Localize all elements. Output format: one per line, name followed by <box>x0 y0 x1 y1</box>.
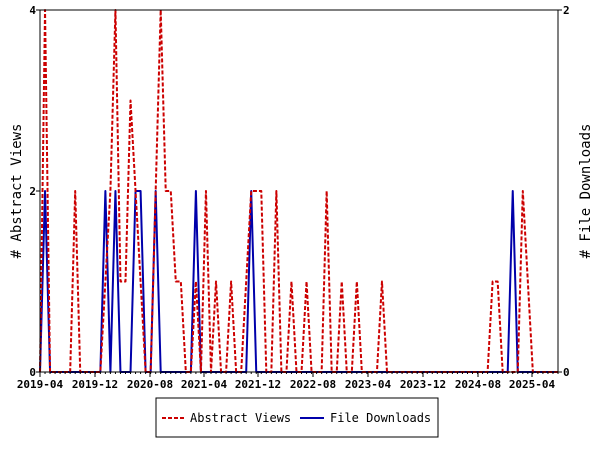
x-tick-label: 2019-04 <box>17 378 64 391</box>
x-tick-label: 2024-08 <box>455 378 501 391</box>
x-tick-label: 2022-08 <box>290 378 336 391</box>
legend-box <box>155 397 439 438</box>
series-layer <box>39 9 558 373</box>
series-abstract-views-line <box>39 9 558 373</box>
x-tick-label: 2019-12 <box>72 378 118 391</box>
y-right-tick-label: 2 <box>563 4 570 17</box>
legend-file-downloads-label: File Downloads <box>330 411 431 425</box>
x-tick-label: 2020-08 <box>127 378 173 391</box>
axes-layer: 2019-04 2019-12 2020-08 2021-04 2021-12 2022-… <box>17 4 570 391</box>
x-tick-label: 2025-04 <box>509 378 556 391</box>
y-left-tick-label: 4 <box>29 4 36 17</box>
y-left-tick-label: 2 <box>29 185 36 198</box>
x-tick-label: 2023-12 <box>400 378 446 391</box>
y-left-axis-label: # Abstract Views <box>9 124 25 259</box>
x-tick-label: 2023-04 <box>345 378 392 391</box>
x-tick-label: 2021-12 <box>235 378 281 391</box>
legend-abstract-views-label: Abstract Views <box>190 411 291 425</box>
y-right-tick-label: 0 <box>563 366 570 379</box>
legend: Abstract Views File Downloads <box>155 397 439 438</box>
plot-frame <box>39 9 559 373</box>
series-file-downloads-line <box>39 190 558 373</box>
y-left-tick-label: 0 <box>29 366 36 379</box>
y-right-axis-label: # File Downloads <box>578 124 594 259</box>
x-tick-label: 2021-04 <box>181 378 228 391</box>
